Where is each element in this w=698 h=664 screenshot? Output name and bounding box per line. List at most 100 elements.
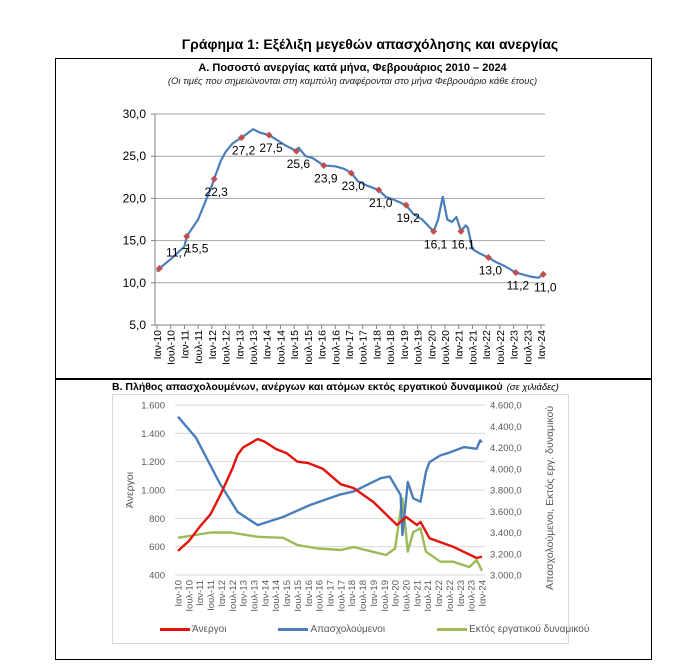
x-tick-label: Ιουλ-23	[467, 580, 478, 612]
right-y-tick-label: 4.200,0	[490, 443, 522, 454]
chart-b-title: Β. Πλήθος απασχολουμένων, ανέργων και ατ…	[112, 381, 559, 393]
february-marker	[484, 253, 492, 261]
x-tick-label: Ιαν-19	[399, 330, 411, 360]
x-tick-label: Ιαν-16	[317, 330, 329, 360]
data-label: 21,0	[369, 196, 393, 210]
x-tick-label: Ιουλ-12	[221, 330, 233, 365]
legend-label: Απασχολούμενοι	[310, 624, 386, 635]
right-y-tick-label: 3.400,0	[490, 528, 522, 539]
y-tick-label: 15,0	[123, 234, 147, 248]
x-tick-label: Ιαν-10	[152, 330, 164, 360]
x-tick-label: Ιουλ-19	[380, 580, 391, 612]
right-y-tick-label: 3.800,0	[490, 486, 522, 497]
left-y-tick-label: 1.400	[141, 429, 165, 440]
x-tick-label: Ιαν-11	[179, 330, 191, 359]
x-tick-label: Ιουλ-18	[385, 330, 397, 365]
x-tick-label: Ιαν-19	[369, 580, 380, 607]
february-marker	[320, 161, 328, 169]
legend-label: Εκτός εργατικού δυναμικού	[469, 624, 590, 635]
chart-b-title-note: (σε χιλιάδες)	[506, 382, 559, 393]
x-tick-label: Ιαν-23	[456, 580, 467, 607]
data-label: 15,5	[185, 241, 209, 255]
february-marker	[155, 264, 163, 272]
chart-b-legend: Άνεργοι Απασχολούμενοι Εκτός εργατικού δ…	[160, 624, 641, 635]
x-tick-label: Ιαν-18	[347, 580, 358, 607]
chart-b-panel	[55, 378, 652, 660]
x-tick-label: Ιουλ-19	[413, 330, 425, 365]
unemployment-rate-line	[156, 128, 544, 279]
x-tick-label: Ιουλ-23	[522, 330, 534, 365]
data-label: 25,6	[287, 157, 311, 171]
x-tick-label: Ιαν-13	[239, 580, 250, 607]
x-tick-label: Ιουλ-11	[206, 580, 217, 611]
x-tick-label: Ιαν-14	[262, 330, 274, 360]
figure-title: Γράφημα 1: Εξέλιξη μεγεθών απασχόλησης κ…	[181, 36, 559, 52]
february-marker	[430, 227, 438, 235]
y-tick-label: 25,0	[123, 149, 147, 163]
x-tick-label: Ιουλ-16	[330, 330, 342, 365]
data-label: 23,0	[342, 179, 366, 193]
left-y-tick-label: 600	[149, 542, 165, 553]
legend-item-unemployed: Άνεργοι	[160, 624, 226, 635]
x-tick-label: Ιαν-23	[509, 330, 521, 360]
right-y-tick-label: 3.200,0	[490, 549, 522, 560]
employed-line	[177, 415, 483, 537]
x-tick-label: Ιουλ-15	[303, 330, 315, 365]
x-tick-label: Ιουλ-12	[228, 580, 239, 612]
x-tick-label: Ιαν-22	[434, 580, 445, 607]
x-tick-label: Ιαν-17	[326, 580, 337, 607]
x-tick-label: Ιουλ-21	[423, 580, 434, 612]
data-label: 16,1	[451, 237, 475, 251]
data-label: 11,7	[166, 245, 189, 259]
x-tick-label: Ιαν-12	[207, 330, 219, 360]
february-marker	[292, 147, 300, 155]
right-y-tick-label: 3.000,0	[490, 571, 522, 582]
x-tick-label: Ιουλ-11	[193, 330, 205, 364]
x-tick-label: Ιουλ-13	[250, 580, 261, 612]
chart-b-frame	[112, 394, 569, 644]
left-y-tick-label: 1.600	[141, 401, 165, 412]
february-marker	[539, 270, 547, 278]
x-tick-label: Ιουλ-22	[495, 330, 507, 365]
inactive-line	[177, 497, 484, 572]
x-tick-label: Ιαν-24	[536, 330, 548, 360]
x-tick-label: Ιουλ-16	[315, 580, 326, 612]
february-marker	[375, 186, 383, 194]
left-y-tick-label: 400	[149, 571, 165, 582]
x-tick-label: Ιαν-20	[391, 580, 402, 607]
chart-a-panel	[55, 58, 652, 380]
left-y-tick-label: 800	[149, 514, 165, 525]
legend-item-employed: Απασχολούμενοι	[278, 624, 385, 635]
x-tick-label: Ιαν-10	[174, 580, 185, 607]
february-marker	[457, 227, 465, 235]
x-tick-label: Ιουλ-10	[184, 580, 195, 612]
left-y-tick-label: 1.000	[141, 486, 165, 497]
chart-a-subtitle: (Οι τιμές που σημειώνονται στη καμπύλη α…	[167, 76, 538, 87]
x-tick-label: Ιαν-15	[289, 330, 301, 360]
right-y-tick-label: 4.000,0	[490, 464, 522, 475]
data-label: 27,5	[259, 141, 283, 155]
x-tick-label: Ιαν-21	[412, 580, 423, 607]
x-tick-label: Ιαν-17	[344, 330, 356, 360]
x-tick-label: Ιουλ-21	[467, 330, 479, 365]
data-label: 11,2	[507, 279, 530, 293]
february-marker	[347, 169, 355, 177]
chart-a-title: Α. Ποσοστό ανεργίας κατά μήνα, Φεβρουάρι…	[198, 62, 507, 74]
right-y-tick-label: 4.400,0	[490, 422, 522, 433]
data-label: 13,0	[479, 263, 503, 277]
x-tick-label: Ιαν-11	[195, 580, 206, 606]
y-tick-label: 20,0	[123, 191, 147, 205]
x-tick-label: Ιουλ-20	[402, 580, 413, 612]
x-tick-label: Ιουλ-13	[248, 330, 260, 365]
february-marker	[238, 134, 246, 142]
february-marker	[512, 269, 520, 277]
february-marker	[210, 175, 218, 183]
data-label: 27,2	[232, 144, 256, 158]
x-tick-label: Ιαν-12	[217, 580, 228, 607]
legend-label: Άνεργοι	[192, 624, 227, 635]
x-tick-label: Ιουλ-20	[440, 330, 452, 365]
data-label: 22,3	[204, 185, 228, 199]
x-tick-label: Ιουλ-14	[271, 580, 282, 612]
x-tick-label: Ιουλ-14	[275, 330, 287, 365]
